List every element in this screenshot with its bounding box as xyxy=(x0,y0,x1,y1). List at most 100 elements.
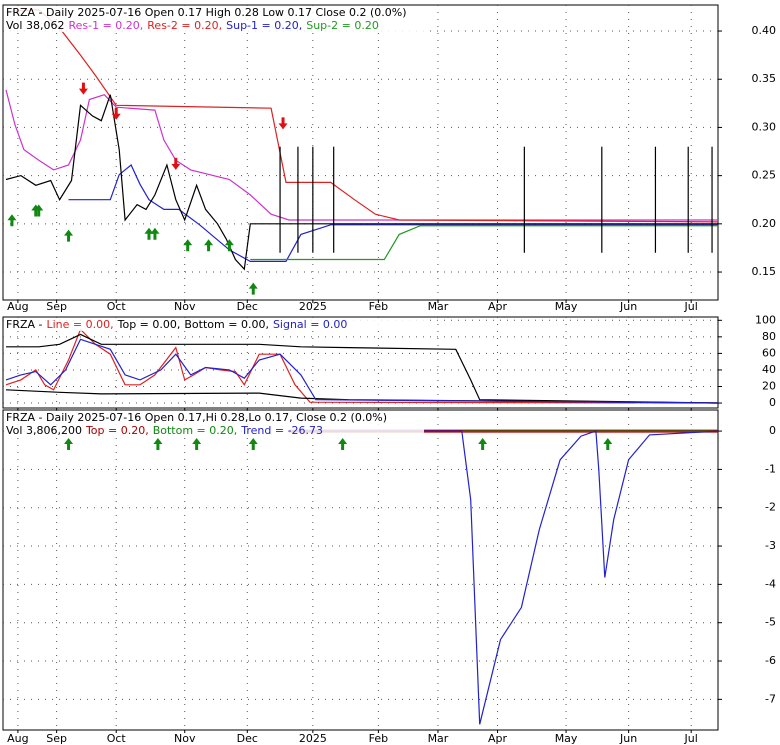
x-tick-label: Sep xyxy=(46,732,67,745)
legend-entry: Res-1 = 0.20, xyxy=(68,19,143,32)
x-tick-label: May xyxy=(555,732,578,745)
series-line xyxy=(5,328,719,404)
buy-arrow xyxy=(204,239,214,252)
x-tick-label: Aug xyxy=(7,732,28,745)
y-tick-label: -4 xyxy=(765,577,776,590)
legend-entry: Bottom = 0.20, xyxy=(153,424,238,437)
x-tick-label: Dec xyxy=(237,732,258,745)
y-tick-label: -3 xyxy=(765,539,776,552)
x-tick-label: Feb xyxy=(369,300,388,313)
sell-arrow xyxy=(171,157,181,170)
x-tick-label: Jun xyxy=(619,300,637,313)
x-tick-label: Mar xyxy=(428,732,449,745)
x-tick-label: Nov xyxy=(174,300,196,313)
x-tick-label: Aug xyxy=(7,300,28,313)
y-tick-label: 0.20 xyxy=(752,217,777,230)
legend-entry: Res-2 = 0.20, xyxy=(147,19,222,32)
buy-arrow xyxy=(144,227,154,240)
plot-frame xyxy=(2,316,719,409)
x-tick-label: Jun xyxy=(619,732,637,745)
buy-arrow xyxy=(338,438,348,450)
buy-arrow xyxy=(224,239,234,252)
y-tick-label: 0.30 xyxy=(752,120,777,133)
buy-arrow xyxy=(192,438,202,450)
buy-arrow xyxy=(603,438,613,450)
x-tick-label: Oct xyxy=(107,300,127,313)
y-tick-label: 100 xyxy=(755,313,776,326)
y-tick-label: -7 xyxy=(765,692,776,705)
x-tick-label: Nov xyxy=(174,732,196,745)
legend-entry: Sup-1 = 0.20, xyxy=(226,19,302,32)
y-tick-label: -6 xyxy=(765,654,776,667)
y-tick-label: -1 xyxy=(765,462,776,475)
plot-frame xyxy=(2,4,719,301)
legend: FRZA - Line = 0.00, Top = 0.00, Bottom = 0.… xyxy=(6,318,347,331)
series-line xyxy=(250,225,718,261)
y-tick-label: 40 xyxy=(762,363,776,376)
buy-arrow xyxy=(64,229,74,242)
chart-title: FRZA - Daily 2025-07-16 Open 0.17 High 0… xyxy=(6,6,407,19)
y-tick-label: 0 xyxy=(769,424,776,437)
chart-subtitle: Vol 38,062 xyxy=(6,19,64,32)
y-tick-label: 0.25 xyxy=(752,169,777,182)
x-tick-label: 2025 xyxy=(299,732,327,745)
y-tick-label: 0.15 xyxy=(752,265,777,278)
x-tick-label: Mar xyxy=(428,300,449,313)
buy-arrow xyxy=(183,239,193,252)
legend: Vol 3,806,200 Top = 0.20, Bottom = 0.20, Tr… xyxy=(6,424,323,437)
series-line xyxy=(6,333,719,404)
chart-subtitle: Vol 3,806,200 xyxy=(6,424,82,437)
y-tick-label: 60 xyxy=(762,346,776,359)
x-tick-label: Jul xyxy=(684,732,698,745)
header-bg xyxy=(4,318,424,331)
x-tick-label: 2025 xyxy=(299,300,327,313)
buy-arrow xyxy=(153,438,163,450)
y-tick-label: 80 xyxy=(762,330,776,343)
x-tick-label: Apr xyxy=(488,300,508,313)
x-tick-label: May xyxy=(555,300,578,313)
legend-entry: Signal = 0.00 xyxy=(273,318,348,331)
sell-arrow xyxy=(78,82,88,95)
header-bg xyxy=(4,411,424,437)
x-tick-label: Sep xyxy=(46,300,67,313)
legend: Vol 38,062 Res-1 = 0.20, Res-2 = 0.20, Sup-… xyxy=(6,19,379,32)
y-tick-label: 20 xyxy=(762,379,776,392)
y-tick-label: 0 xyxy=(769,396,776,409)
legend-entry: Line = 0.00, xyxy=(47,318,114,331)
x-tick-label: Apr xyxy=(488,732,508,745)
series-line xyxy=(68,164,718,262)
chart-title: FRZA - Daily 2025-07-16 Open 0.17,Hi 0.2… xyxy=(6,411,387,424)
series-line xyxy=(5,89,718,221)
plot-frame xyxy=(2,409,719,731)
y-tick-label: -5 xyxy=(765,616,776,629)
legend-entry: Sup-2 = 0.20 xyxy=(306,19,379,32)
buy-arrow xyxy=(34,204,44,217)
buy-arrow xyxy=(248,282,258,295)
legend-entry: Top = 0.00, xyxy=(117,318,181,331)
series-line xyxy=(289,430,719,725)
buy-arrow xyxy=(150,227,160,240)
y-tick-label: 0.35 xyxy=(752,72,777,85)
x-tick-label: Dec xyxy=(237,300,258,313)
price-line xyxy=(5,94,718,271)
sell-arrow xyxy=(111,107,121,120)
legend-entry: Bottom = 0.00, xyxy=(184,318,269,331)
legend-entry: Trend = -26.73 xyxy=(240,424,323,437)
legend: FRZA - Daily 2025-07-16 Open 0.17 High 0… xyxy=(6,6,407,19)
y-tick-label: 0.40 xyxy=(752,24,777,37)
legend: FRZA - Daily 2025-07-16 Open 0.17,Hi 0.2… xyxy=(6,411,387,424)
chart-title: FRZA - xyxy=(6,318,43,331)
x-tick-label: Oct xyxy=(107,732,127,745)
legend-entry: Top = 0.20, xyxy=(85,424,149,437)
x-tick-label: Jul xyxy=(684,300,698,313)
series-line xyxy=(5,338,719,404)
x-tick-label: Feb xyxy=(369,732,388,745)
buy-arrow xyxy=(7,214,17,227)
buy-arrow xyxy=(64,438,74,450)
y-tick-label: -2 xyxy=(765,501,776,514)
header-bg xyxy=(4,6,424,32)
buy-arrow xyxy=(478,438,488,450)
buy-arrow xyxy=(248,438,258,450)
